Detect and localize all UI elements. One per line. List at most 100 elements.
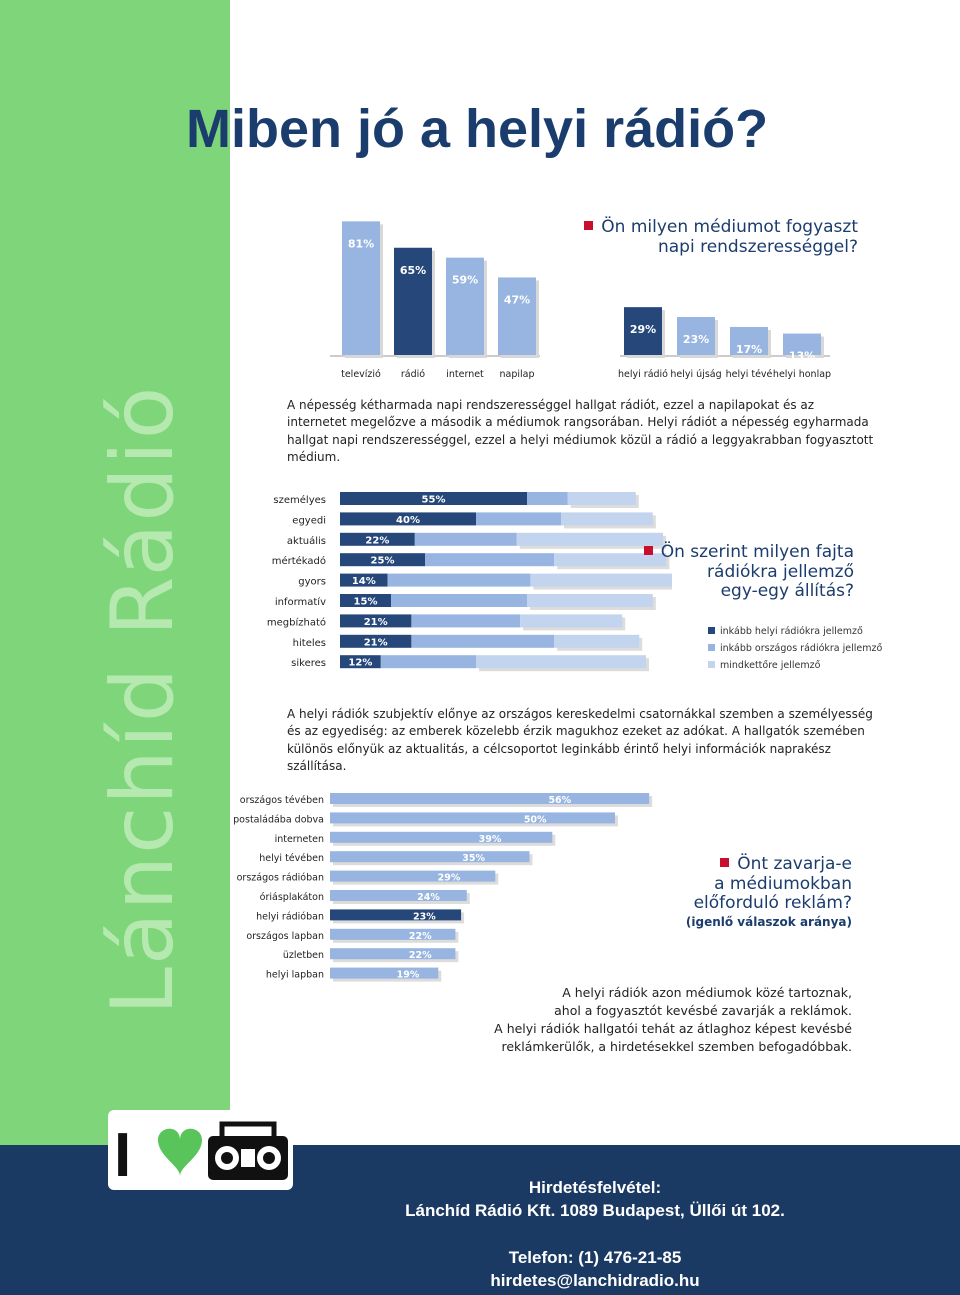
category-label: óriásplakáton [260, 892, 324, 903]
bar-1 [330, 812, 615, 824]
data-label: 22% [409, 931, 432, 942]
stack-segment-6-2 [520, 614, 623, 628]
data-label: 40% [396, 515, 420, 526]
bullet-icon [643, 545, 653, 555]
category-label: megbízható [267, 616, 326, 628]
stack-segment-1-1 [476, 512, 561, 526]
data-label: 25% [371, 556, 395, 567]
ad-annoyance-chart: országos tévében 56% postaládába dobva 50% i… [233, 793, 653, 982]
tick-label: televízió [341, 369, 381, 380]
data-label: 22% [365, 535, 389, 546]
stack-segment-4-2 [530, 573, 672, 587]
ads-paragraph-line3: A helyi rádiók hallgatói tehát az átlagh… [494, 1021, 852, 1037]
bar-5 [330, 890, 467, 901]
heart-icon [158, 1128, 202, 1176]
bar-6 [330, 909, 462, 921]
stack-segment-7-0 [340, 634, 412, 648]
bar-7 [330, 928, 456, 940]
ads-paragraph-line2: ahol a fogyasztót kevésbé zavarják a rek… [554, 1003, 852, 1019]
green-sidebar [0, 0, 230, 1145]
data-label: 24% [417, 892, 440, 903]
question-media: Ön milyen médiumot fogyaszt napi rendsze… [584, 217, 858, 257]
stack-segment-2-2 [516, 532, 663, 546]
question-media-line1: Ön milyen médiumot fogyaszt [601, 217, 858, 237]
question-ads: Önt zavarja-e a médiumokban előforduló r… [685, 854, 852, 929]
bar-9 [330, 967, 439, 979]
bar-0-3 [498, 277, 536, 355]
stack-segment-7-2 [554, 634, 640, 648]
category-label: mértékadó [272, 555, 326, 567]
i-love-radio-logo: I [108, 1110, 293, 1190]
bullet-icon [584, 220, 594, 230]
bar-4 [330, 870, 496, 882]
category-label: informatív [275, 596, 326, 608]
data-label: 14% [352, 576, 376, 587]
stack-segment-1-0 [340, 512, 476, 526]
ads-paragraph-line1: A helyi rádiók azon médiumok közé tartoz… [562, 985, 852, 1000]
stack-segment-8-1 [380, 655, 476, 669]
stack-segment-8-0 [340, 655, 381, 669]
tick-label: helyi tévé [726, 369, 773, 380]
question-traits-line3: egy-egy állítás? [720, 581, 854, 602]
tick-label: rádió [401, 369, 425, 380]
data-label: 21% [364, 637, 388, 648]
category-label: országos lapban [246, 931, 324, 942]
data-label: 47% [504, 293, 530, 306]
stack-segment-7-1 [411, 634, 555, 648]
data-label: 29% [438, 873, 461, 884]
data-label: 17% [736, 343, 762, 356]
category-label: interneten [275, 834, 324, 845]
data-label: 59% [452, 274, 478, 287]
question-traits-line1: Ön szerint milyen fajta [660, 542, 854, 562]
ads-paragraph: A helyi rádiók azon médiumok közé tartoz… [494, 984, 852, 1057]
sidebar-brand-text: Lánchíd Rádió [93, 384, 193, 1015]
legend-label: inkább országos rádiókra jellemző [720, 643, 882, 654]
category-label: gyors [298, 577, 326, 588]
data-label: 19% [397, 970, 420, 981]
tick-label: helyi honlap [773, 369, 831, 380]
bar-0-2 [446, 257, 484, 355]
data-label: 21% [364, 617, 388, 628]
stack-segment-3-0 [340, 553, 425, 567]
question-traits: Ön szerint milyen fajta rádiókra jellemz… [643, 542, 854, 602]
data-label: 29% [630, 323, 656, 336]
data-label: 12% [348, 658, 372, 669]
footer-email[interactable]: hirdetes@lanchidradio.hu [490, 1271, 700, 1290]
stack-segment-4-1 [387, 573, 531, 587]
stack-segment-0-2 [567, 492, 636, 505]
traits-legend: inkább helyi rádiókra jellemző inkább ors… [708, 626, 882, 671]
bar-0 [330, 793, 650, 804]
data-label: 50% [524, 814, 547, 825]
question-media-line2: napi rendszerességgel? [657, 236, 858, 257]
category-label: helyi rádióban [256, 911, 324, 922]
category-label: országos rádióban [237, 873, 324, 884]
boombox-icon [208, 1121, 288, 1180]
bar-8 [330, 948, 456, 960]
tick-label: helyi újság [670, 369, 721, 380]
legend-swatch [708, 627, 715, 634]
legend-label: inkább helyi rádiókra jellemző [720, 626, 863, 637]
legend-label: mindkettőre jellemző [720, 660, 821, 671]
bar-2 [330, 831, 553, 843]
category-label: országos tévében [240, 795, 324, 806]
logo-letter: I [114, 1121, 131, 1190]
data-label: 13% [789, 350, 815, 363]
bar-1-1 [677, 317, 715, 355]
legend-swatch [708, 644, 715, 651]
category-label: helyi lapban [266, 970, 324, 981]
category-label: postaládába dobva [233, 814, 324, 825]
stack-segment-5-0 [340, 594, 391, 607]
stack-segment-3-2 [554, 553, 667, 567]
stack-segment-5-1 [391, 594, 527, 607]
stack-segment-2-1 [414, 532, 517, 546]
stack-segment-6-1 [411, 614, 521, 628]
data-label: 55% [422, 495, 446, 506]
stack-segment-3-1 [425, 553, 555, 567]
category-label: helyi tévében [259, 853, 324, 864]
stack-segment-6-0 [340, 614, 412, 628]
tick-label: internet [446, 369, 484, 380]
media-consumption-chart: 81% televízió 65% rádió 59% internet 47% napila… [330, 221, 831, 380]
page-title: Miben jó a helyi rádió? [186, 99, 769, 159]
question-ads-note: (igenlő válaszok aránya) [685, 914, 852, 929]
category-label: egyedi [292, 515, 326, 526]
